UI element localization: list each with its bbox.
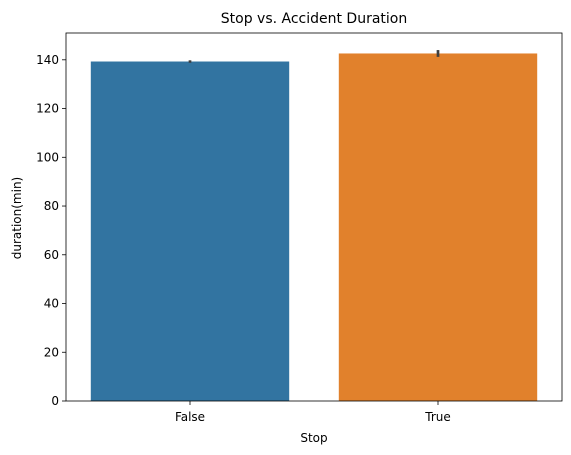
y-tick-label: 120 [36,102,59,116]
chart-title: Stop vs. Accident Duration [221,11,408,27]
y-tick-label: 140 [36,53,59,67]
y-tick-label: 40 [44,297,59,311]
bar-true [339,53,537,401]
x-tick-label: True [424,410,451,424]
y-tick-label: 60 [44,248,59,262]
y-tick-label: 0 [51,394,59,408]
y-tick-label: 100 [36,150,59,164]
y-tick-label: 20 [44,345,59,359]
x-tick-label: False [175,410,205,424]
y-axis-label: duration(min) [10,177,24,260]
bar-false [91,62,289,401]
y-tick-label: 80 [44,199,59,213]
x-axis-label: Stop [300,431,327,445]
plot-area: False True 0 20 40 60 80 100 120 140 [36,33,562,424]
